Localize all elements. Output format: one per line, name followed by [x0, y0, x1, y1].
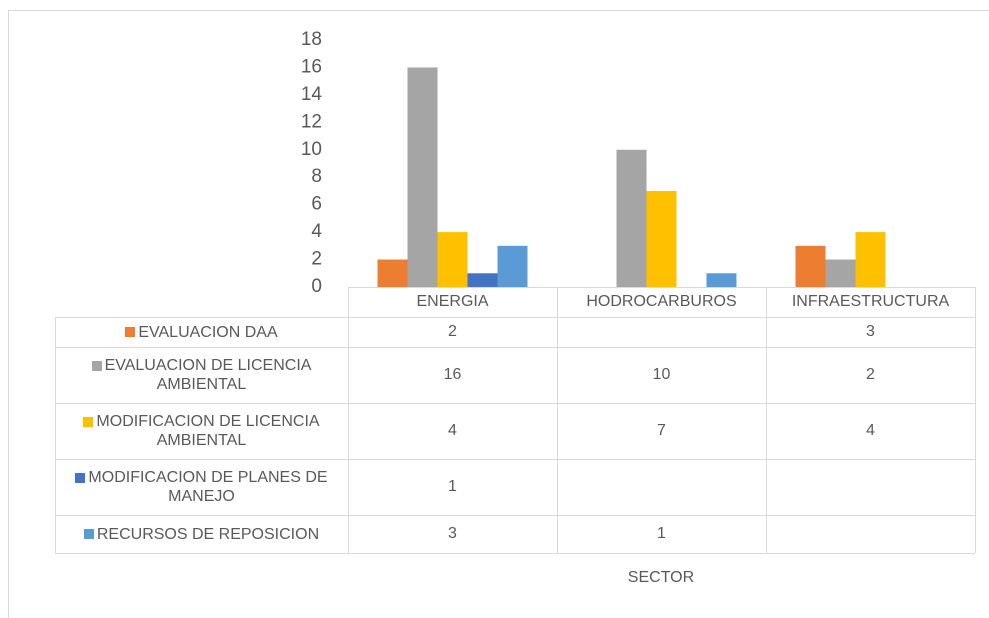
table-value: 1 — [448, 478, 457, 495]
legend-swatch — [125, 327, 136, 338]
legend-label: EVALUACION DE LICENCIA AMBIENTAL — [104, 357, 312, 393]
y-tick-label: 12 — [301, 111, 322, 132]
x-tick-label: ENERGIA — [416, 293, 488, 310]
legend-swatch — [83, 529, 94, 540]
legend-label: MODIFICACION DE LICENCIA AMBIENTAL — [96, 413, 320, 449]
table-value: 1 — [657, 525, 666, 542]
legend-label: EVALUACION DAA — [138, 323, 278, 341]
y-tick-label: 14 — [301, 84, 323, 105]
legend-label: MODIFICACION DE PLANES DE MANEJO — [88, 469, 328, 505]
legend-swatch — [83, 416, 94, 427]
legend-swatch — [75, 472, 86, 483]
bar — [616, 149, 647, 287]
bar — [825, 259, 856, 287]
bar — [377, 259, 408, 287]
y-tick-label: 10 — [301, 139, 322, 160]
bar — [467, 273, 498, 287]
table-value: 3 — [866, 323, 875, 340]
y-tick-label: 18 — [301, 29, 322, 50]
bar — [706, 273, 737, 287]
table-value: 16 — [444, 366, 462, 383]
table-value: 7 — [657, 422, 666, 439]
y-tick-label: 6 — [311, 194, 322, 215]
bar — [795, 245, 826, 287]
x-tick-label: HODROCARBUROS — [586, 293, 736, 310]
bar — [646, 190, 677, 287]
legend-entry: RECURSOS DE REPOSICION — [59, 515, 344, 553]
y-tick-label: 4 — [311, 221, 322, 242]
table-value: 2 — [448, 323, 457, 340]
legend-entry: MODIFICACION DE LICENCIA AMBIENTAL — [59, 403, 344, 459]
legend-entry: MODIFICACION DE PLANES DE MANEJO — [59, 459, 344, 515]
table-value: 10 — [653, 366, 671, 383]
bar — [855, 232, 886, 287]
y-tick-label: 8 — [311, 166, 322, 187]
table-value: 2 — [866, 366, 875, 383]
y-tick-label: 2 — [311, 249, 322, 270]
table-value: 3 — [448, 525, 457, 542]
legend-label: RECURSOS DE REPOSICION — [96, 525, 320, 543]
bar — [407, 67, 438, 287]
x-tick-label: INFRAESTRUCTURA — [792, 293, 950, 310]
table-value: 4 — [866, 422, 875, 439]
legend-swatch — [91, 360, 102, 371]
legend-entry: EVALUACION DE LICENCIA AMBIENTAL — [59, 347, 344, 403]
bar — [437, 232, 468, 287]
table-value: 4 — [448, 422, 457, 439]
x-axis-label: SECTOR — [628, 569, 694, 586]
bar — [497, 245, 528, 287]
y-tick-label: 16 — [301, 56, 322, 77]
y-tick-label: 0 — [311, 276, 322, 297]
legend-entry: EVALUACION DAA — [59, 317, 344, 347]
